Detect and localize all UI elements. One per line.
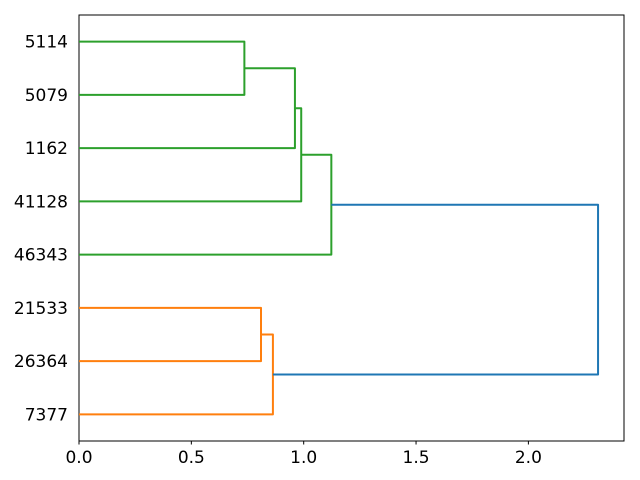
x-tick-label: 0.0 bbox=[65, 448, 92, 468]
leaf-label-21533: 21533 bbox=[14, 299, 68, 319]
dendrogram-link-g1 bbox=[79, 40, 246, 96]
dendrogram-link-o2 bbox=[79, 333, 274, 416]
x-tick-label: 2.0 bbox=[515, 448, 542, 468]
dendrogram-link-root bbox=[272, 203, 600, 376]
leaf-label-1162: 1162 bbox=[25, 139, 68, 159]
leaf-label-41128: 41128 bbox=[14, 192, 68, 212]
x-tick-label: 1.5 bbox=[403, 448, 430, 468]
x-tick-label: 1.0 bbox=[290, 448, 317, 468]
dendrogram-link-o1 bbox=[79, 306, 263, 363]
leaf-label-26364: 26364 bbox=[14, 352, 68, 372]
axes-box bbox=[78, 14, 625, 442]
leaf-label-46343: 46343 bbox=[14, 246, 68, 266]
dendrogram-link-g3 bbox=[79, 107, 303, 203]
leaf-label-5079: 5079 bbox=[25, 86, 68, 106]
leaf-label-5114: 5114 bbox=[25, 33, 68, 53]
leaf-label-7377: 7377 bbox=[25, 405, 68, 425]
dendrogram-link-g2 bbox=[79, 67, 296, 150]
x-tick-label: 0.5 bbox=[178, 448, 205, 468]
dendrogram-link-g4 bbox=[79, 153, 333, 256]
